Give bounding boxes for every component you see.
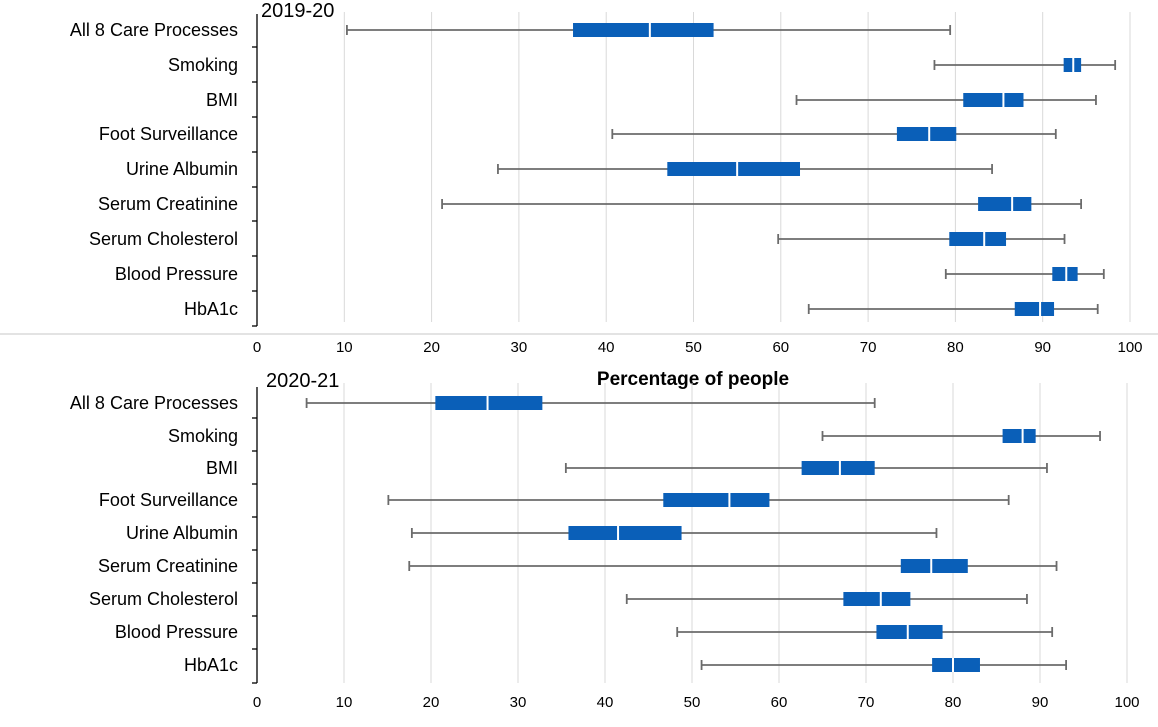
p2-panel-title: 2020-21 [266, 370, 339, 392]
p2-x-tick-label-40: 40 [597, 694, 614, 711]
p1-x-tick-label-80: 80 [947, 339, 964, 356]
p2-x-tick-label-100: 100 [1114, 694, 1139, 711]
p2-x-tick-label-0: 0 [253, 694, 261, 711]
p1-x-tick-label-10: 10 [336, 339, 353, 356]
p2-x-tick-label-90: 90 [1032, 694, 1049, 711]
p2-x-tick-label-80: 80 [945, 694, 962, 711]
p2-category-label-smoking: Smoking [168, 426, 238, 446]
p1-x-tick-label-90: 90 [1034, 339, 1051, 356]
p1-x-tick-label-30: 30 [511, 339, 528, 356]
p2-iqr-box-smoking [1002, 429, 1036, 443]
p1-iqr-box-bmi [963, 93, 1024, 107]
p1-category-label-serum-cholesterol: Serum Cholesterol [89, 229, 238, 249]
p2-x-tick-label-20: 20 [423, 694, 440, 711]
p2-category-label-serum-cholesterol: Serum Cholesterol [89, 589, 238, 609]
p2-iqr-box-blood-pressure [876, 625, 943, 639]
p2-x-tick-label-10: 10 [336, 694, 353, 711]
p2-box-blood-pressure [676, 625, 1054, 639]
p2-iqr-box-serum-cholesterol [843, 592, 911, 606]
p2-category-label-bmi: BMI [206, 458, 238, 478]
panel-2020-21: 0 10 20 30 40 50 60 70 80 90 100 All 8 Care Process… [70, 370, 1140, 711]
p1-category-label-hba1c: HbA1c [184, 299, 238, 319]
p1-box-serum-cholesterol [777, 232, 1066, 246]
p1-category-label-bmi: BMI [206, 90, 238, 110]
p1-x-tick-label-60: 60 [772, 339, 789, 356]
p1-category-label-all-8-care-processes: All 8 Care Processes [70, 20, 238, 40]
p2-category-label-all-8-care-processes: All 8 Care Processes [70, 393, 238, 413]
p2-x-tick-label-70: 70 [858, 694, 875, 711]
p2-category-label-urine-albumin: Urine Albumin [126, 523, 238, 543]
p2-x-tick-label-60: 60 [771, 694, 788, 711]
p1-category-label-foot-surveillance: Foot Surveillance [99, 124, 238, 144]
p1-box-hba1c [807, 302, 1099, 316]
p1-x-tick-label-20: 20 [423, 339, 440, 356]
p1-category-label-blood-pressure: Blood Pressure [115, 264, 238, 284]
p2-box-foot-surveillance [387, 493, 1010, 507]
p1-box-urine-albumin [497, 162, 993, 176]
p1-x-tick-label-70: 70 [860, 339, 877, 356]
p2-iqr-box-hba1c [932, 658, 980, 672]
p1-category-label-serum-creatinine: Serum Creatinine [98, 194, 238, 214]
p1-box-smoking [933, 58, 1117, 72]
p1-iqr-box-urine-albumin [667, 162, 801, 176]
p2-iqr-box-urine-albumin [568, 526, 682, 540]
p1-x-tick-label-0: 0 [253, 339, 261, 356]
p1-iqr-box-foot-surveillance [896, 127, 957, 141]
p2-box-smoking [821, 429, 1101, 443]
p2-iqr-box-foot-surveillance [663, 493, 770, 507]
p1-iqr-box-serum-creatinine [978, 197, 1032, 211]
p2-iqr-box-all-8-care-processes [435, 396, 543, 410]
p1-category-label-urine-albumin: Urine Albumin [126, 159, 238, 179]
p1-iqr-box-hba1c [1014, 302, 1055, 316]
p2-box-all-8-care-processes [305, 396, 876, 410]
p2-box-serum-cholesterol [625, 592, 1028, 606]
p1-panel-title: 2019-20 [261, 0, 334, 22]
p2-iqr-box-serum-creatinine [900, 559, 968, 573]
p2-category-label-serum-creatinine: Serum Creatinine [98, 556, 238, 576]
p2-box-hba1c [700, 658, 1067, 672]
p2-category-label-blood-pressure: Blood Pressure [115, 622, 238, 642]
p1-x-tick-label-40: 40 [598, 339, 615, 356]
p1-box-all-8-care-processes [346, 23, 952, 37]
p2-iqr-box-bmi [801, 461, 875, 475]
p1-x-tick-label-50: 50 [685, 339, 702, 356]
p1-category-label-smoking: Smoking [168, 55, 238, 75]
p2-category-label-hba1c: HbA1c [184, 655, 238, 675]
p2-box-bmi [564, 461, 1048, 475]
p1-box-bmi [795, 93, 1097, 107]
panel-2019-20: 0 10 20 30 40 50 60 70 80 90 100 All 8 Care Process… [70, 0, 1143, 390]
p1-box-blood-pressure [944, 267, 1105, 281]
p1-box-serum-creatinine [441, 197, 1083, 211]
p1-x-tick-label-100: 100 [1117, 339, 1142, 356]
p2-x-tick-label-30: 30 [510, 694, 527, 711]
p1-x-axis-title: Percentage of people [597, 369, 789, 390]
p1-iqr-box-serum-cholesterol [949, 232, 1007, 246]
p1-box-foot-surveillance [611, 127, 1057, 141]
p2-x-tick-label-50: 50 [684, 694, 701, 711]
p1-iqr-box-blood-pressure [1052, 267, 1078, 281]
p2-box-urine-albumin [410, 526, 938, 540]
p1-iqr-box-all-8-care-processes [573, 23, 714, 37]
p2-category-label-foot-surveillance: Foot Surveillance [99, 490, 238, 510]
p2-box-serum-creatinine [408, 559, 1058, 573]
